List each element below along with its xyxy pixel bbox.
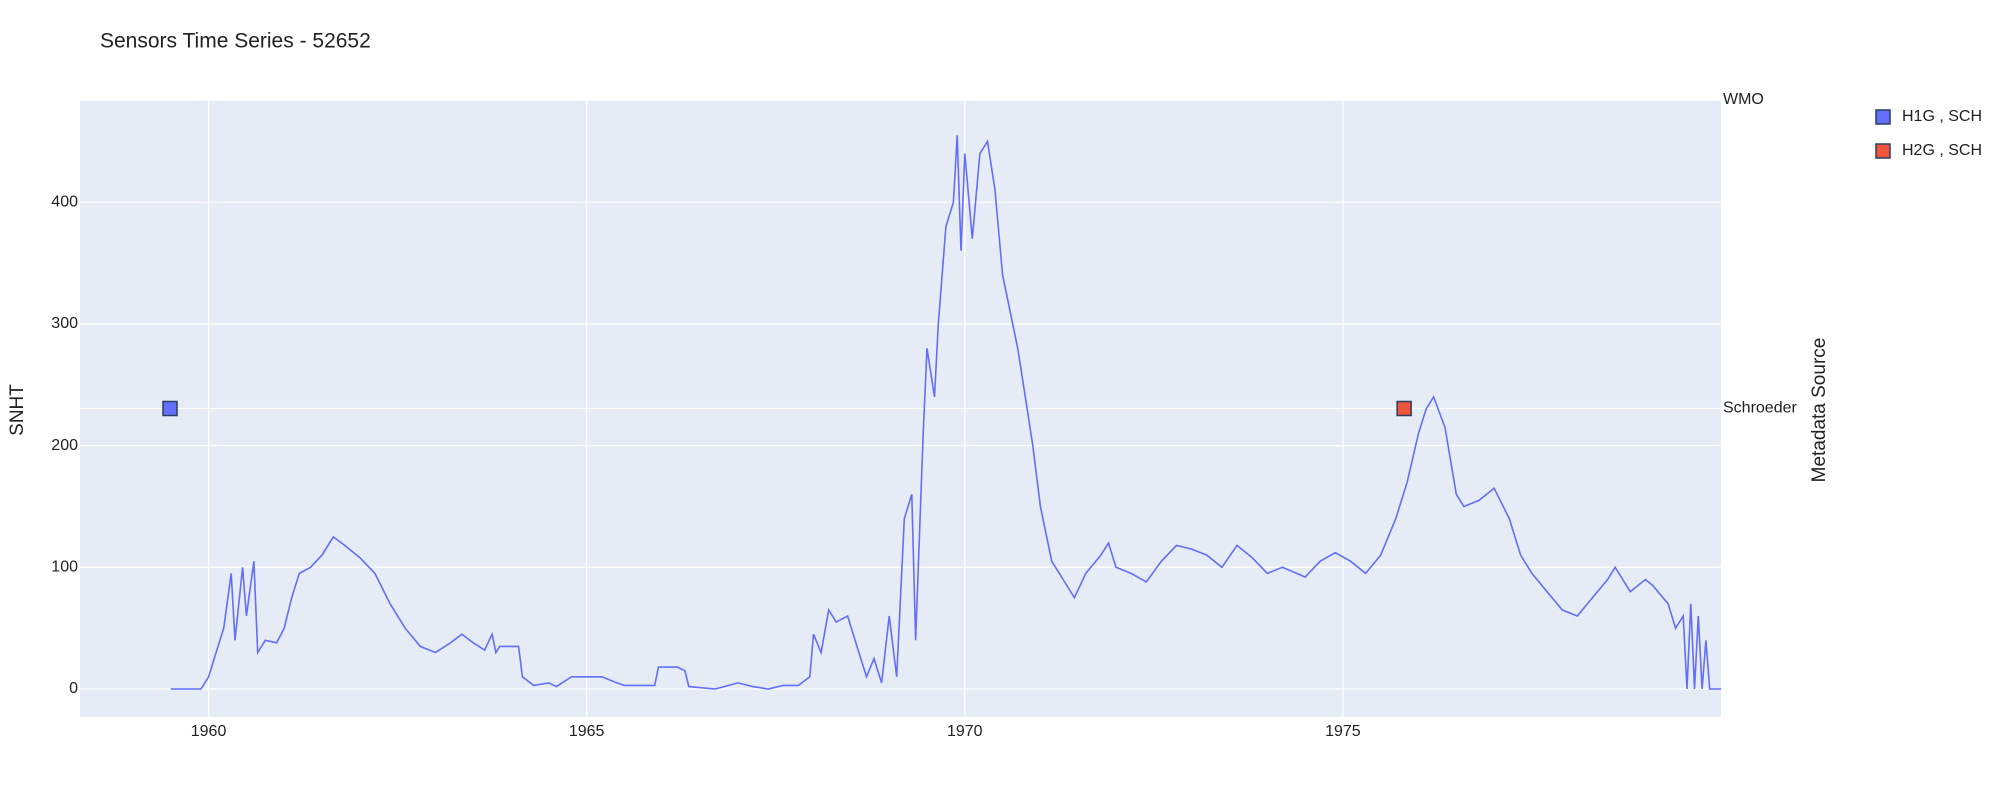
x-tick-label: 1970 xyxy=(947,723,983,740)
y-tick-label: 400 xyxy=(51,193,78,210)
y-tick-label: 200 xyxy=(51,437,78,454)
y2-tick-label: WMO xyxy=(1723,91,1764,108)
metadata-marker xyxy=(1396,400,1412,417)
y-tick-label: 100 xyxy=(51,559,78,576)
legend-swatch xyxy=(1875,109,1891,125)
y-tick-label: 0 xyxy=(69,680,78,697)
chart-title: Sensors Time Series - 52652 xyxy=(100,30,371,53)
x-tick-label: 1965 xyxy=(569,723,605,740)
legend-swatch xyxy=(1875,143,1891,159)
x-tick-label: 1975 xyxy=(1325,723,1361,740)
y-tick-label: 300 xyxy=(51,315,78,332)
y2-axis-title: Metadata Source xyxy=(1809,338,1830,483)
metadata-marker xyxy=(162,400,178,417)
legend-label: H2G , SCH xyxy=(1902,142,1982,159)
legend-label: H1G , SCH xyxy=(1902,108,1982,125)
y-axis-title: SNHT xyxy=(7,384,28,436)
data-line xyxy=(170,135,1721,690)
y2-tick-label: Schroeder xyxy=(1723,400,1797,417)
x-tick-label: 1960 xyxy=(191,723,227,740)
